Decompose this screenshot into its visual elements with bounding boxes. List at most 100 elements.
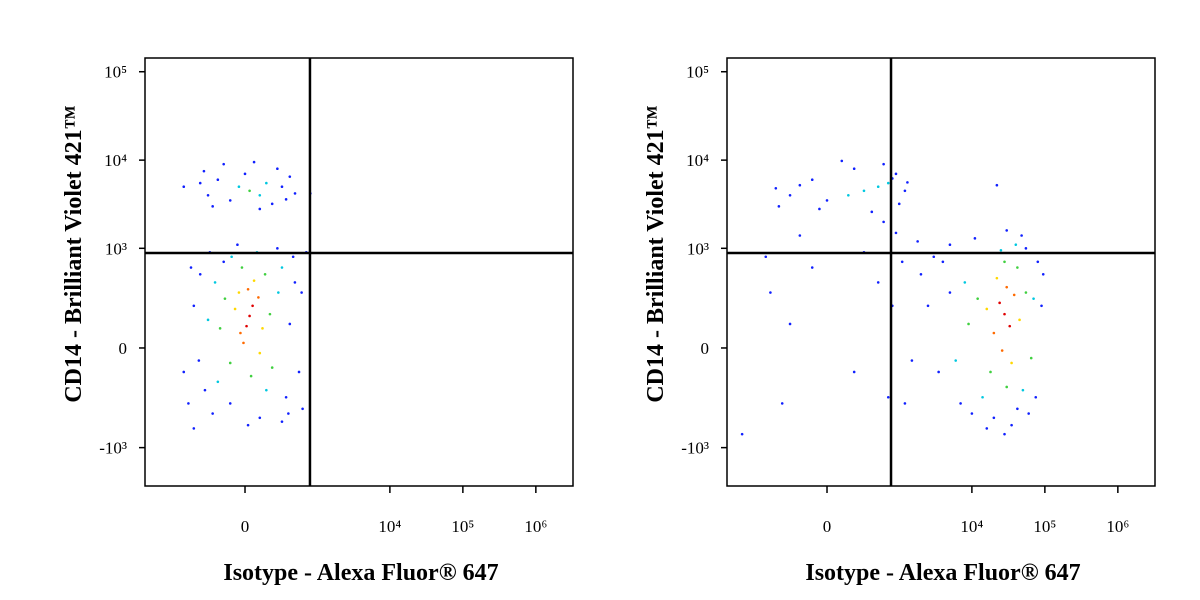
event-dot <box>981 395 984 399</box>
event-dot <box>1005 229 1009 232</box>
event-dot <box>937 370 940 374</box>
event-dot <box>992 416 996 420</box>
event-dot <box>1010 423 1013 427</box>
event-dot <box>252 279 256 282</box>
event-dot <box>276 247 279 250</box>
event-dot <box>926 304 930 308</box>
event-dot <box>810 266 814 269</box>
event-dot <box>192 304 196 308</box>
event-dot <box>293 192 297 195</box>
event-dot <box>228 361 232 365</box>
event-dot <box>910 359 914 362</box>
event-dot <box>284 395 288 399</box>
y-tick-label: -10³ <box>99 439 127 458</box>
event-dot <box>228 199 232 202</box>
event-dot <box>258 416 262 420</box>
event-dot <box>876 185 880 189</box>
event-dot <box>995 276 999 280</box>
y-tick-label: 10³ <box>687 239 709 258</box>
event-dot <box>870 210 874 214</box>
event-dot <box>1005 385 1009 389</box>
event-dot <box>187 402 190 405</box>
event-dot <box>228 402 232 405</box>
event-dot <box>1008 324 1012 328</box>
event-dot <box>197 359 201 362</box>
event-dot <box>1032 297 1035 300</box>
event-dot <box>1005 285 1009 289</box>
event-dot <box>206 193 210 197</box>
event-dot <box>998 301 1001 305</box>
event-dot <box>985 427 989 430</box>
x-tick-label: 0 <box>823 517 832 536</box>
event-dot <box>301 407 304 411</box>
event-dot <box>1003 432 1006 436</box>
event-dot <box>740 432 744 436</box>
x-axis-title: Isotype - Alexa Fluor® 647 <box>805 560 1080 586</box>
event-dot <box>989 370 992 374</box>
y-tick-label: 10⁴ <box>104 151 127 170</box>
event-dot <box>218 327 222 330</box>
y-tick-label: 0 <box>119 339 128 358</box>
event-dot <box>222 162 225 166</box>
x-tick-label: 10⁴ <box>378 517 401 536</box>
event-dot <box>257 296 260 299</box>
event-dot <box>1010 361 1013 365</box>
y-tick-label: 0 <box>701 339 710 358</box>
event-dot <box>992 331 996 335</box>
event-dot <box>852 370 856 374</box>
event-dot <box>236 243 239 246</box>
event-dot <box>1024 291 1028 294</box>
event-dot <box>798 234 802 237</box>
event-dot <box>291 255 295 259</box>
event-dot <box>916 240 919 243</box>
event-dot <box>240 266 244 269</box>
event-dot <box>243 172 247 176</box>
event-dot <box>995 183 999 187</box>
event-dot <box>1014 243 1018 246</box>
event-dot <box>202 169 206 173</box>
x-tick-label: 10⁴ <box>960 517 983 536</box>
event-dot <box>216 178 220 182</box>
event-dot <box>999 248 1003 252</box>
plot-frame <box>726 57 1156 487</box>
event-dot <box>973 237 977 240</box>
event-dot <box>248 189 251 193</box>
event-dot <box>1021 388 1025 392</box>
event-dot <box>270 202 274 206</box>
event-dot <box>293 281 297 284</box>
event-dot <box>959 402 962 405</box>
event-dot <box>265 181 268 185</box>
event-dot <box>1029 356 1033 360</box>
event-dot <box>967 322 970 326</box>
event-dot <box>297 370 301 374</box>
event-dot <box>1036 260 1040 264</box>
event-dot <box>211 205 214 208</box>
x-tick-label: 10⁶ <box>1106 517 1129 536</box>
event-dot <box>242 341 245 345</box>
event-dot <box>1040 304 1043 308</box>
event-dot <box>897 202 901 206</box>
event-dot <box>198 181 202 185</box>
event-dot <box>237 291 241 294</box>
event-dot <box>777 205 781 208</box>
y-tick-label: 10³ <box>105 239 127 258</box>
y-tick-label: -10³ <box>681 439 709 458</box>
event-dot <box>876 281 880 284</box>
event-dot <box>1012 293 1016 297</box>
x-tick-label: 0 <box>241 517 250 536</box>
event-dot <box>818 207 821 211</box>
x-tick-label: 10⁵ <box>1033 517 1056 536</box>
event-dot <box>1041 273 1045 276</box>
event-dot <box>206 318 210 322</box>
event-dot <box>280 185 284 189</box>
event-dot <box>1016 407 1019 411</box>
event-dot <box>230 255 233 259</box>
event-dot <box>941 260 945 264</box>
event-dot <box>268 312 272 316</box>
plot-frame <box>144 57 574 487</box>
event-dot <box>810 178 814 182</box>
event-dot <box>248 314 251 318</box>
event-dot <box>903 189 907 193</box>
event-dot <box>223 297 227 300</box>
event-dot <box>862 189 866 193</box>
